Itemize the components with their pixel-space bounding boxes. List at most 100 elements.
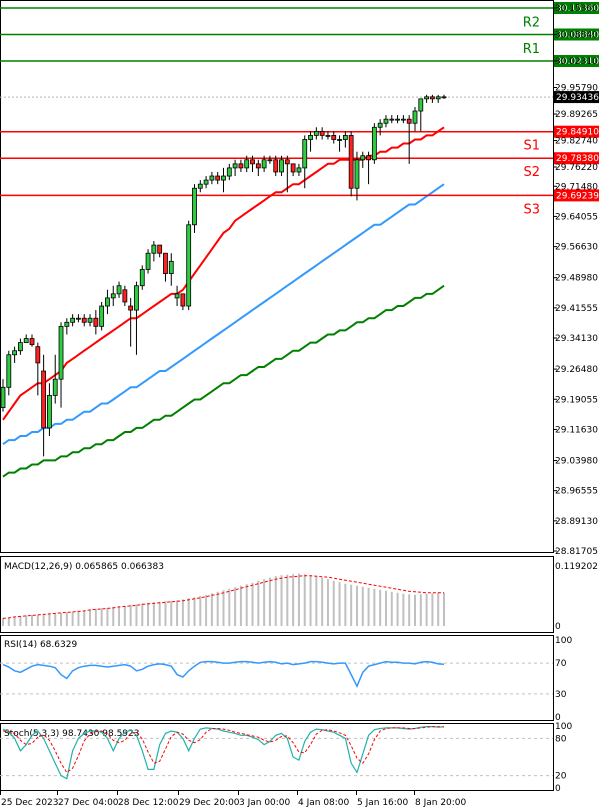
price-tick-label: 29.48980 bbox=[555, 274, 598, 284]
macd-bar bbox=[36, 614, 39, 626]
candle-body-bull bbox=[435, 96, 441, 100]
macd-bar bbox=[25, 615, 28, 626]
macd-bar bbox=[413, 594, 416, 626]
macd-bar bbox=[170, 600, 173, 626]
candle-body-bull bbox=[279, 159, 284, 173]
macd-bar bbox=[2, 617, 4, 626]
macd-bar bbox=[7, 617, 10, 626]
macd-bar bbox=[48, 613, 51, 626]
price-tick-label: 29.95790 bbox=[555, 84, 598, 94]
macd-bar bbox=[216, 591, 219, 626]
price-tick-label: 29.11630 bbox=[555, 425, 598, 435]
price-tick-label: 29.19055 bbox=[555, 395, 598, 405]
macd-bar bbox=[321, 577, 324, 626]
candle-body-bull bbox=[110, 293, 116, 299]
candle-body-bull bbox=[174, 293, 180, 299]
macd-bar bbox=[141, 603, 144, 626]
price-tick-label: 29.89265 bbox=[555, 110, 598, 120]
macd-bar bbox=[332, 580, 335, 626]
candle-body-bull bbox=[52, 378, 58, 396]
macd-bar bbox=[402, 593, 405, 626]
price-tick-label: 29.41555 bbox=[555, 304, 598, 314]
candle-body-bull bbox=[23, 338, 29, 344]
stoch-label: Stoch(5,3,3) 98.7430 98.5923 bbox=[4, 729, 139, 739]
candle-body-bull bbox=[70, 317, 76, 323]
price-tick-label: 29.82740 bbox=[555, 137, 598, 147]
candle-body-bear bbox=[157, 244, 163, 254]
stoch-grid bbox=[0, 737, 553, 777]
macd-bar bbox=[326, 579, 329, 626]
candle-body-bull bbox=[441, 96, 447, 99]
current-price-value: 29.93436 bbox=[556, 93, 599, 103]
time-tick-label: 4 Jan 08:00 bbox=[298, 798, 350, 808]
candle-body-bull bbox=[151, 244, 157, 254]
macd-bar bbox=[106, 607, 109, 626]
ma-blue-line bbox=[2, 183, 445, 446]
candle-body-bear bbox=[429, 96, 435, 100]
macd-bar bbox=[77, 610, 80, 626]
macd-panel: MACD(12,26,9) 0.065865 0.066383 0.119202… bbox=[0, 556, 598, 633]
r2-level-name: R2 bbox=[523, 15, 540, 30]
macd-bar bbox=[239, 585, 242, 626]
time-tick-label: 28 Dec 12:00 bbox=[118, 798, 179, 808]
candle-body-bear bbox=[273, 159, 279, 173]
s3-level-name: S3 bbox=[523, 202, 540, 217]
ma-green-line bbox=[2, 284, 445, 478]
macd-bar bbox=[355, 585, 358, 626]
macd-bar bbox=[443, 592, 445, 626]
price-tick-label: 30.08840 bbox=[555, 30, 598, 40]
candle-body-bull bbox=[192, 187, 197, 226]
macd-bar bbox=[152, 602, 155, 626]
r1-level-name: R1 bbox=[523, 42, 540, 57]
candle-body-bear bbox=[128, 305, 134, 311]
macd-bar bbox=[222, 590, 225, 626]
rsi-polyline bbox=[2, 660, 445, 689]
price-tick-label: 29.76220 bbox=[555, 163, 598, 173]
macd-bar bbox=[187, 598, 190, 626]
macd-bar bbox=[199, 595, 202, 626]
price-tick-label: 30.15360 bbox=[555, 4, 598, 14]
candle-body-bear bbox=[35, 346, 41, 364]
candle-body-bull bbox=[203, 179, 209, 185]
stoch-lines bbox=[2, 725, 445, 780]
candle-body-bull bbox=[76, 317, 81, 320]
macd-bar bbox=[396, 592, 399, 626]
stoch-main-line bbox=[2, 725, 445, 780]
candle-body-bear bbox=[41, 370, 47, 429]
candle-body-bear bbox=[319, 130, 325, 136]
macd-bar bbox=[210, 593, 213, 626]
stoch-tick-label: 20 bbox=[555, 772, 567, 782]
candle-body-bear bbox=[250, 159, 255, 165]
candle-body-bull bbox=[12, 350, 18, 356]
stoch-tick-label: 80 bbox=[555, 734, 567, 744]
stoch-axis: 100 80 20 0 bbox=[555, 722, 572, 794]
macd-panel-frame bbox=[0, 556, 554, 633]
macd-bar bbox=[42, 614, 45, 626]
r3-level-tag bbox=[554, 2, 599, 14]
macd-bar bbox=[315, 576, 318, 626]
candle-body-bear bbox=[366, 155, 371, 161]
rsi-tick-label: 0 bbox=[555, 713, 561, 723]
price-tick-label: 29.03980 bbox=[555, 457, 598, 467]
macd-bar bbox=[297, 573, 300, 626]
time-tick-label: 25 Dec 2023 bbox=[1, 798, 59, 808]
candle-body-bear bbox=[81, 317, 87, 323]
macd-bar bbox=[19, 615, 22, 626]
macd-bar bbox=[60, 612, 63, 626]
macd-bar bbox=[89, 609, 92, 626]
s2-level-name: S2 bbox=[523, 165, 540, 180]
s3-level-tag bbox=[554, 189, 599, 202]
candle-body-bull bbox=[360, 155, 366, 161]
s2-level-value: 29.78380 bbox=[556, 154, 599, 164]
macd-axis: 0.119202 0 bbox=[555, 562, 598, 632]
macd-bar bbox=[350, 584, 353, 626]
time-tick-label: 29 Dec 20:00 bbox=[179, 798, 240, 808]
candle-body-bull bbox=[58, 325, 64, 380]
candle-body-bull bbox=[244, 159, 250, 169]
macd-bar bbox=[251, 582, 254, 626]
macd-tick-label: 0 bbox=[555, 622, 561, 632]
candle-body-bull bbox=[325, 135, 331, 137]
macd-bar bbox=[268, 577, 271, 626]
rsi-panel-frame bbox=[0, 635, 554, 721]
